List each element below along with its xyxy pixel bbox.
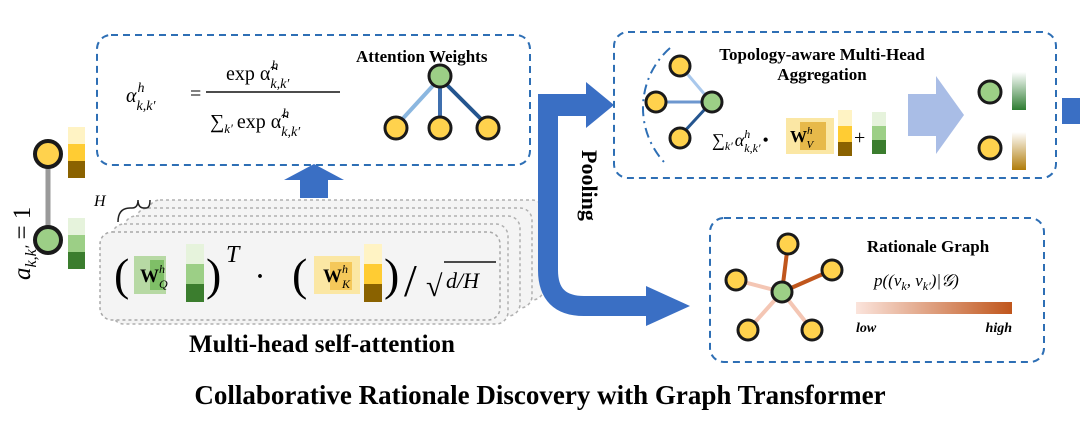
flow-arrow-icon <box>538 82 614 128</box>
svg-text:∑k′exp α̃hk,k′: ∑k′ exp α̃h k,k′ <box>210 107 301 140</box>
node-icon <box>800 318 824 342</box>
self-attention-title: Multi-head self-attention <box>189 331 455 358</box>
aggregation-box <box>613 31 1057 179</box>
rationale-formula: p((vk, vk′)|𝒢) <box>873 271 959 293</box>
edge-weight-label: ak,k′ = 1 <box>9 207 40 280</box>
node-icon <box>977 135 1003 161</box>
svg-text:=: = <box>190 83 201 105</box>
self-attention-formula: ( Wh Q ) T · ( Wh K ) / √ d/H <box>114 242 496 306</box>
node-icon <box>736 318 760 342</box>
svg-text:∑k′αhk,k′•: ∑k′ αh k,k′ • <box>712 127 769 155</box>
node-icon <box>700 90 724 114</box>
svg-text:·: · <box>256 264 264 290</box>
node-icon <box>668 54 692 78</box>
pooling-arrow <box>538 116 690 326</box>
node-icon <box>33 139 63 169</box>
node-icon <box>668 126 692 150</box>
attention-formula: αh k,k′ = exp α̃h k,k′ ∑k′ exp α̃h k,k′ <box>126 59 340 140</box>
node-icon <box>977 79 1003 105</box>
svg-text:WhV: Wh V <box>790 125 815 151</box>
svg-text:WhQ: Wh Q <box>140 262 168 291</box>
svg-text:): ) <box>206 249 221 300</box>
node-icon <box>644 90 668 114</box>
gradient-bar-icon <box>1012 132 1026 170</box>
node-icon <box>770 280 794 304</box>
aggregation-output <box>977 72 1026 170</box>
node-icon <box>383 115 409 141</box>
node-icon <box>427 115 453 141</box>
feature-bar-icon <box>68 218 85 269</box>
aggregation-graph <box>642 47 724 163</box>
attention-tree <box>383 63 501 141</box>
rationale-title: Rationale Graph <box>867 237 990 256</box>
legend-high: high <box>986 321 1013 336</box>
feature-bar-icon <box>68 127 85 178</box>
node-icon <box>724 268 748 292</box>
aggregation-formula: ∑k′ αh k,k′ • Wh V + <box>712 110 886 156</box>
diagram-caption: Collaborative Rationale Discovery with G… <box>194 380 885 410</box>
node-icon <box>820 258 844 282</box>
svg-text:H: H <box>93 193 107 210</box>
flow-arrow-icon <box>1062 98 1080 124</box>
gradient-bar-icon <box>856 302 1012 314</box>
svg-text:exp α̃hk,k′: exp α̃h k,k′ <box>226 59 290 92</box>
svg-text:): ) <box>384 249 399 300</box>
node-icon <box>776 232 800 256</box>
pooling-label: Pooling <box>577 150 602 221</box>
svg-text:d/H: d/H <box>446 268 480 293</box>
svg-text:/: / <box>404 255 417 306</box>
flow-arrow-icon <box>908 76 964 154</box>
svg-text:√: √ <box>426 270 443 303</box>
svg-text:WhK: Wh K <box>323 262 351 291</box>
node-icon <box>33 225 63 255</box>
left-node-pair: ak,k′ = 1 <box>9 127 85 280</box>
node-icon <box>475 115 501 141</box>
svg-text:T: T <box>226 242 241 268</box>
heads-brace: H <box>93 193 151 223</box>
node-icon <box>427 63 453 89</box>
aggregation-title: Topology-aware Multi-Head <box>719 45 925 64</box>
svg-text:(: ( <box>114 249 129 300</box>
rationale-box <box>709 217 1045 363</box>
aggregation-title-2: Aggregation <box>777 65 867 84</box>
rationale-graph <box>724 232 844 342</box>
svg-text:+: + <box>854 127 865 149</box>
attention-weights-title: Attention Weights <box>356 47 488 66</box>
legend-low: low <box>856 321 877 336</box>
gradient-bar-icon <box>1012 72 1026 110</box>
svg-text:(: ( <box>292 249 307 300</box>
flow-arrow-icon <box>284 164 344 198</box>
svg-text:αhk,k′: αh k,k′ <box>126 81 156 114</box>
